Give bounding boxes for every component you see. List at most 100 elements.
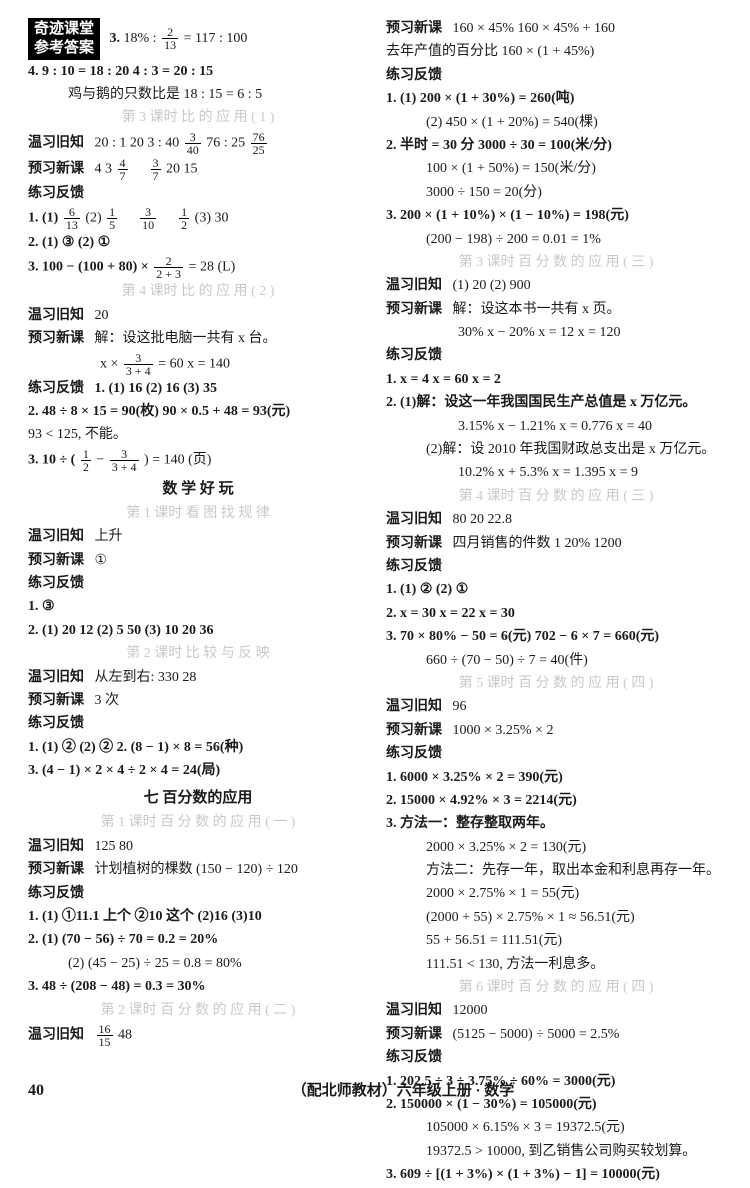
r-preview-3-label: 预习新课	[386, 536, 442, 551]
preview-4-val: 3 次	[95, 693, 120, 708]
practice-4-label: 练习反馈	[28, 713, 368, 735]
p8: 2. (1) 20 12 (2) 5 50 (3) 10 20 36	[28, 620, 368, 642]
r-p13: 10.2% x + 5.3% x = 1.395 x = 9	[386, 462, 726, 484]
r-preview-5-label: 预习新课	[386, 1027, 442, 1042]
r-review-4-val: 12000	[453, 1003, 488, 1018]
r-p21: 2000 × 3.25% × 2 = 130(元)	[386, 837, 726, 859]
review-5-label: 温习旧知	[28, 839, 84, 854]
answer-key-badge: 奇迹课堂 参考答案	[28, 18, 100, 60]
preview-5-label: 预习新课	[28, 862, 84, 877]
frac-3-40: 340	[185, 131, 201, 156]
r-p29: 105000 × 6.15% × 3 = 19372.5(元)	[386, 1117, 726, 1139]
lesson-4-1: 第 4 课时 比 的 应 用 ( 2 )	[28, 281, 368, 303]
frac-1-5: 15	[107, 206, 117, 231]
p4: 2. 48 ÷ 8 × 15 = 90(枚) 90 × 0.5 + 48 = 9…	[28, 401, 368, 423]
review-3: 温习旧知 上升	[28, 526, 368, 548]
frac-1-2b: 12	[81, 448, 91, 473]
r-preview-1-val: 160 × 45% 160 × 45% + 160	[453, 21, 616, 36]
section-math-fun: 数 学 好 玩	[28, 477, 368, 501]
r-preview-2c: 30% x − 20% x = 12 x = 120	[386, 322, 726, 344]
frac-3-10: 310	[140, 206, 156, 231]
p1-1: 1. (1)	[28, 211, 62, 226]
review-5-val: 125 80	[95, 839, 134, 854]
preview-1-label: 预习新课	[28, 161, 84, 176]
r-review-4: 温习旧知 12000	[386, 1000, 726, 1022]
r-preview-2-label: 预习新课	[386, 302, 442, 317]
preview-2c-a: x ×	[100, 356, 122, 371]
review-1-b: 76 : 25	[206, 135, 248, 150]
p9: 1. (1) ② (2) ② 2. (8 − 1) × 8 = 56(种)	[28, 737, 368, 759]
lesson-fun-2: 第 2 课时 比 较 与 反 映	[28, 643, 368, 665]
r-p7: 3. 200 × (1 + 10%) × (1 − 10%) = 198(元)	[386, 205, 726, 227]
r-review-3-label: 温习旧知	[386, 699, 442, 714]
r-review-4-label: 温习旧知	[386, 1003, 442, 1018]
r-practice-2-label: 练习反馈	[386, 345, 726, 367]
r-review-2-label: 温习旧知	[386, 512, 442, 527]
r-practice-1-label: 练习反馈	[386, 65, 726, 87]
review-6-val: 48	[118, 1028, 132, 1043]
r-preview-5: 预习新课 (5125 − 5000) ÷ 5000 = 2.5%	[386, 1024, 726, 1046]
p3: 3. 100 − (100 + 80) × 22 + 3 = 28 (L)	[28, 255, 368, 280]
review-2-val: 20	[95, 308, 109, 323]
p5: 93 < 125, 不能。	[28, 424, 368, 446]
r-lesson-4: 第 4 课时 百 分 数 的 应 用 ( 三 )	[386, 486, 726, 508]
review-1-label: 温习旧知	[28, 135, 84, 150]
preview-2c-b: = 60 x = 140	[158, 356, 230, 371]
practice-3-label: 练习反馈	[28, 573, 368, 595]
p11: 1. (1) ①11.1 上个 ②10 这个 (2)16 (3)10	[28, 906, 368, 928]
review-1-a: 20 : 1 20 3 : 40	[95, 135, 183, 150]
p3b: = 28 (L)	[189, 260, 236, 275]
r-lesson-5: 第 5 课时 百 分 数 的 应 用 ( 四 )	[386, 673, 726, 695]
r-p19: 2. 15000 × 4.92% × 3 = 2214(元)	[386, 790, 726, 812]
r-p20: 3. 方法一：整存整取两年。	[386, 813, 726, 835]
preview-3-label: 预习新课	[28, 553, 84, 568]
r-preview-2: 预习新课 解：设这本书一共有 x 页。	[386, 299, 726, 321]
preview-2-val: 解：设这批电脑一共有 x 台。	[95, 331, 277, 346]
r-review-3: 温习旧知 96	[386, 696, 726, 718]
p10: 3. (4 − 1) × 2 × 4 ÷ 2 × 4 = 24(局)	[28, 760, 368, 782]
r-p14: 1. (1) ② (2) ①	[386, 579, 726, 601]
two-column-layout: 奇迹课堂 参考答案 3. 18% : 213 = 117 : 100 4. 9 …	[28, 18, 726, 1188]
preview-1-a: 4 3	[95, 161, 116, 176]
r-preview-4-label: 预习新课	[386, 723, 442, 738]
r-p25: 55 + 56.51 = 111.51(元)	[386, 930, 726, 952]
practice-2-val: 1. (1) 16 (2) 16 (3) 35	[95, 381, 217, 396]
r-p4: 2. 半时 = 30 分 3000 ÷ 30 = 100(米/分)	[386, 135, 726, 157]
r-preview-1-label: 预习新课	[386, 21, 442, 36]
item-3b: = 117 : 100	[184, 31, 248, 46]
frac-3-3p4: 33 + 4	[124, 352, 153, 377]
practice-2-label: 练习反馈	[28, 381, 84, 396]
section-seven: 七 百分数的应用	[28, 786, 368, 810]
r-p24: (2000 + 55) × 2.75% × 1 ≈ 56.51(元)	[386, 907, 726, 929]
preview-4: 预习新课 3 次	[28, 690, 368, 712]
p2: 2. (1) ③ (2) ①	[28, 232, 368, 254]
review-2: 温习旧知 20	[28, 305, 368, 327]
r-p1: 去年产值的百分比 160 × (1 + 45%)	[386, 41, 726, 63]
preview-5-val: 计划植树的棵数 (150 − 120) ÷ 120	[95, 862, 298, 877]
r-lesson-3: 第 3 课时 百 分 数 的 应 用 ( 三 )	[386, 252, 726, 274]
r-p16: 3. 70 × 80% − 50 = 6(元) 702 − 6 × 7 = 66…	[386, 626, 726, 648]
r-review-1-label: 温习旧知	[386, 278, 442, 293]
p12: 2. (1) (70 − 56) ÷ 70 = 0.2 = 20%	[28, 929, 368, 951]
frac-3-3p4b: 33 + 4	[110, 448, 139, 473]
r-p30: 19372.5 > 10000, 到乙销售公司购买较划算。	[386, 1141, 726, 1163]
p3a: 3. 100 − (100 + 80) ×	[28, 260, 152, 275]
preview-2-label: 预习新课	[28, 331, 84, 346]
r-practice-4-label: 练习反馈	[386, 743, 726, 765]
page-footer: 40 （配北师教材）六年级上册 · 数学	[0, 1078, 750, 1104]
r-preview-1: 预习新课 160 × 45% 160 × 45% + 160	[386, 18, 726, 40]
p14: 3. 48 ÷ (208 − 48) = 0.3 = 30%	[28, 976, 368, 998]
item-3-prefix: 3.	[110, 31, 124, 46]
r-p26: 111.51 < 130, 方法一利息多。	[386, 954, 726, 976]
badge-line-2: 参考答案	[34, 40, 94, 56]
lesson-pct-2: 第 2 课时 百 分 数 的 应 用 ( 二 )	[28, 1000, 368, 1022]
frac-4-7: 47	[118, 157, 128, 182]
r-practice-3-label: 练习反馈	[386, 556, 726, 578]
p6c: ) = 140 (页)	[144, 453, 211, 468]
frac-76-25: 7625	[251, 131, 267, 156]
item-4b: 鸡与鹅的只数比是 18 : 15 = 6 : 5	[28, 84, 368, 106]
p6: 3. 10 ÷ ( 12 − 33 + 4 ) = 140 (页)	[28, 448, 368, 473]
r-p17: 660 ÷ (70 − 50) ÷ 7 = 40(件)	[386, 650, 726, 672]
p6a: 3. 10 ÷ (	[28, 453, 75, 468]
r-p31: 3. 609 ÷ [(1 + 3%) × (1 + 3%) − 1] = 100…	[386, 1164, 726, 1186]
